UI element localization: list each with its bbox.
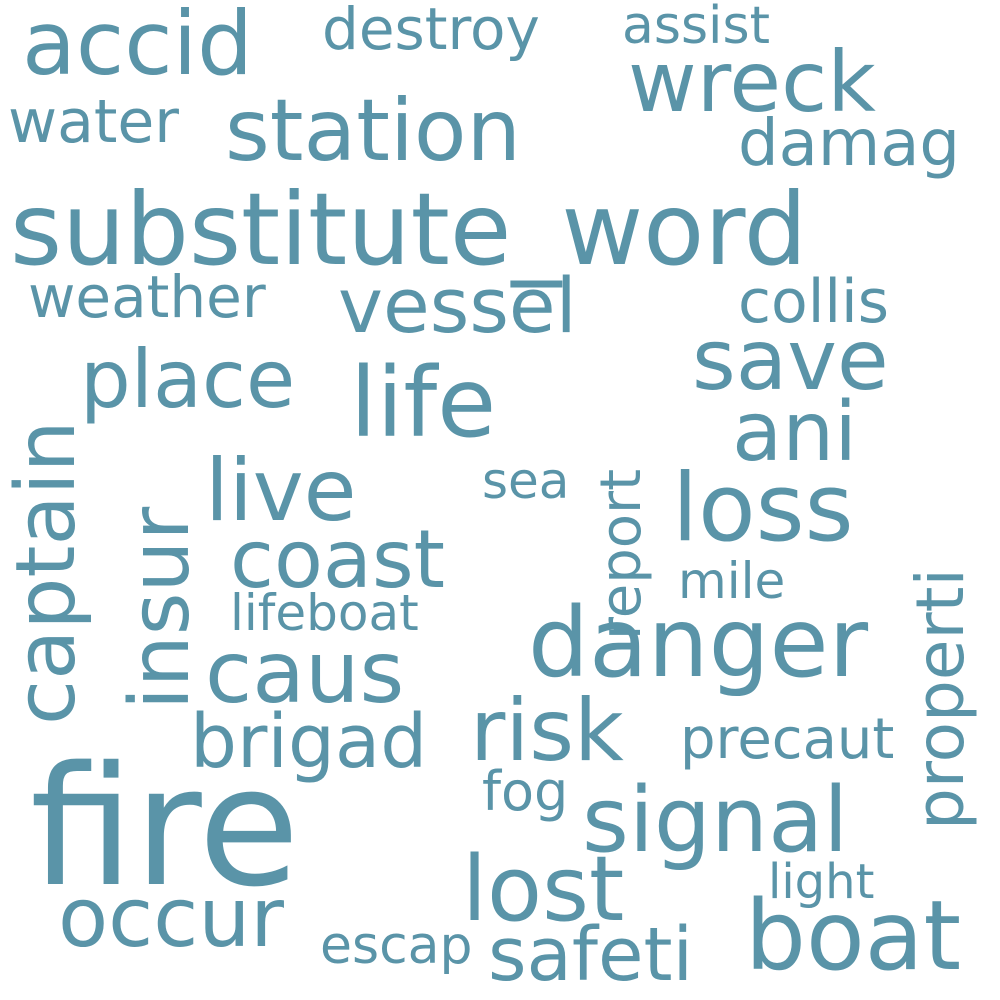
word-sea: sea [482, 452, 570, 510]
word-station: station [225, 81, 521, 181]
word-brigad: brigad [190, 699, 428, 785]
word-assist: assist [622, 0, 770, 56]
word-lost: lost [462, 837, 625, 942]
word-mile: mile [678, 552, 786, 610]
word-water: water [8, 87, 179, 157]
word-weather: weather [28, 263, 266, 331]
word-insur: insur [113, 506, 208, 710]
word-vessel: vessel [338, 261, 577, 350]
word-ani: ani [732, 385, 858, 480]
word-collis: collis [738, 267, 889, 337]
word-save: save [692, 311, 889, 409]
word-destroy: destroy [322, 0, 540, 63]
word-substitute-word: substitute_word [10, 171, 808, 288]
word-precaut: precaut [680, 707, 895, 772]
word-wreck: wreck [628, 33, 876, 131]
word-signal: signal [582, 768, 849, 873]
word-damag: damag [738, 107, 961, 181]
word-properti: properti [902, 568, 979, 830]
word-occur: occur [58, 871, 285, 966]
word-place: place [80, 333, 296, 426]
word-accid: accid [22, 0, 253, 95]
word-captain: captain [0, 420, 94, 725]
word-safeti: safeti [488, 912, 694, 998]
word-fire: fire [30, 731, 300, 923]
word-fog: fog [482, 760, 569, 823]
word-loss: loss [672, 454, 854, 563]
word-risk: risk [470, 681, 624, 781]
word-light: light [768, 854, 875, 910]
word-coast: coast [230, 513, 445, 606]
word-life: life [350, 347, 497, 459]
word-boat: boat [745, 880, 962, 992]
word-caus: caus [205, 623, 405, 723]
word-escap: escap [320, 916, 473, 976]
word-danger: danger [528, 587, 869, 699]
word-lifeboat: lifeboat [230, 584, 419, 642]
word-live: live [205, 441, 357, 541]
